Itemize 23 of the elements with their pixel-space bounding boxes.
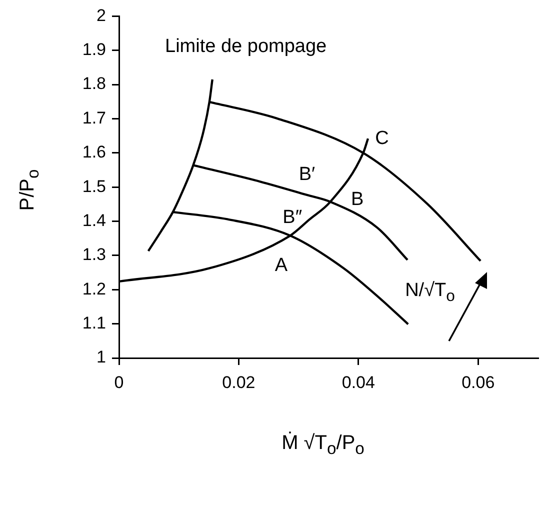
x-tick-label: 0.02: [222, 372, 256, 392]
annotation: B: [350, 189, 364, 210]
annotation: B″: [282, 206, 302, 228]
annotation: B′: [298, 164, 316, 186]
y-tick-label: 1.6: [82, 142, 106, 162]
y-tick-label: 2: [96, 6, 106, 25]
y-tick-label: 1.8: [82, 74, 106, 94]
x-tick-label: 0: [114, 372, 124, 392]
annotation: Limite de pompage: [165, 36, 327, 58]
x-tick-label: 0.04: [342, 372, 375, 392]
annotation: A: [274, 254, 288, 276]
y-tick-label: 1.2: [82, 279, 106, 298]
y-tick-label: 1: [96, 348, 106, 367]
y-tick-label: 1.4: [82, 210, 106, 230]
y-tick-label: 1.1: [82, 314, 106, 333]
y-tick-label: 1.7: [82, 108, 106, 128]
y-tick-label: 1.5: [82, 176, 106, 196]
x-tick-label: 0.06: [462, 372, 495, 392]
y-tick-label: 1.9: [82, 40, 106, 60]
y-tick-label: 1.3: [82, 245, 106, 264]
annotation: N/√T$_{o}$: [405, 280, 455, 306]
annotation: C: [375, 128, 389, 149]
x-axis-title: Ṁ √T$_{o}$/P$_{o}$: [282, 432, 364, 459]
